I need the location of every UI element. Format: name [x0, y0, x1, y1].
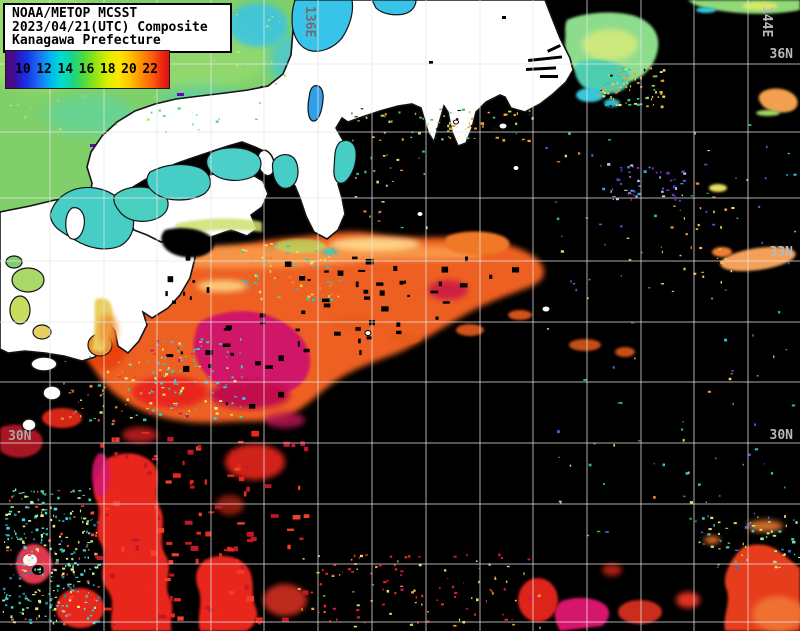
tosa-bay-cloud: [161, 228, 215, 258]
lat-label-33n: 33N: [770, 245, 794, 260]
seto-inland-sea-east: [206, 147, 262, 182]
product-date: 2023/04/21(UTC) Composite: [12, 19, 208, 35]
island-south-kyushu-2: [42, 385, 62, 401]
grid-labels: 136E 144E 36N 33N 30N 30N: [8, 6, 793, 444]
colorbar-tick: 20: [121, 62, 137, 77]
lat-label-30n-right: 30N: [770, 428, 794, 443]
lat-label-30n-left: 30N: [8, 429, 32, 444]
speckle-layer: [2, 9, 800, 629]
product-title-box: NOAA/METOP MCSST 2023/04/21(UTC) Composi…: [3, 3, 232, 53]
ise-bay: [333, 139, 357, 184]
seto-inland-sea-west: [146, 163, 211, 201]
suo-nada: [113, 186, 169, 222]
tohoku-offshore-patch: [564, 0, 800, 272]
coastal-fringe: [92, 16, 563, 352]
land-honshu: [86, 0, 574, 240]
colorbar-tick: 22: [142, 62, 158, 77]
product-name: NOAA/METOP MCSST: [12, 6, 138, 21]
colorbar-tick: 14: [57, 62, 74, 77]
cloud-island-dots: [364, 119, 551, 336]
colorbar-tick: 18: [99, 62, 116, 77]
tokyo-bay-streak-1: [528, 55, 563, 62]
colorbar-tick: 10: [15, 62, 31, 77]
island-amakusa-2: [9, 295, 31, 325]
island-amakusa-1: [11, 267, 45, 293]
island-south-kyushu-3: [21, 418, 37, 432]
warm-core-magenta-patch: [193, 311, 311, 396]
lon-label-136e: 136E: [302, 6, 317, 37]
shimabara-peninsula: [65, 207, 85, 240]
colorbar-ticks: 10 12 14 16 18 20 22: [6, 51, 169, 88]
kuroshio-warm-band: [81, 231, 544, 423]
island-amakusa-3: [32, 324, 52, 340]
island-amakusa-4: [5, 255, 23, 269]
wakasa-bay: [291, 0, 354, 52]
tokyo-bay-streak-2: [525, 66, 557, 71]
tokyo-bay-streak-4: [546, 44, 561, 53]
temperature-colorbar: 10 12 14 16 18 20 22: [5, 50, 170, 89]
lat-label-36n: 36N: [770, 47, 794, 62]
lake-biwa: [307, 85, 324, 122]
toyama-bay: [371, 0, 417, 16]
lon-label-144e: 144E: [759, 6, 774, 37]
island-south-kyushu-1: [30, 356, 58, 372]
colorbar-tick: 12: [36, 62, 52, 77]
southeast-warm-red-field: [518, 520, 800, 631]
colorbar-tick: 16: [78, 62, 95, 77]
product-region: Kanagawa Prefecture: [12, 33, 161, 48]
inland-waters: [5, 0, 417, 357]
osaka-bay: [271, 154, 299, 189]
tokyo-bay-streak-3: [540, 75, 558, 78]
